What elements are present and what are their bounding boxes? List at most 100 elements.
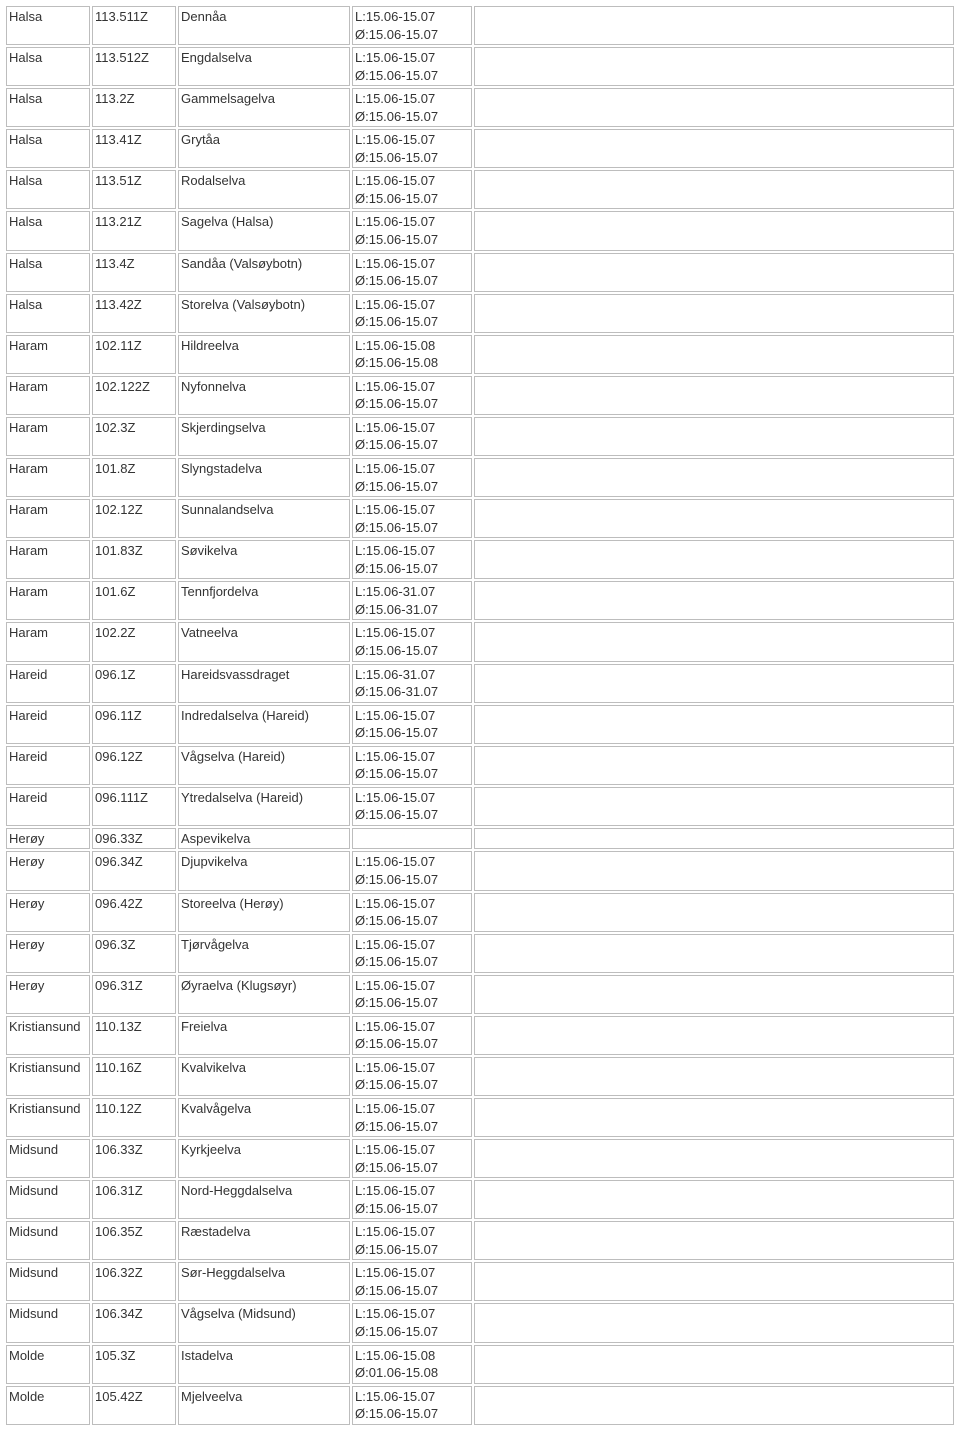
cell-kode: 113.512Z — [92, 47, 176, 86]
table-row: Molde105.3ZIstadelvaL:15.06-15.08Ø:01.06… — [6, 1345, 954, 1384]
cell-navn: Ytredalselva (Hareid) — [178, 787, 350, 826]
cell-kode: 106.32Z — [92, 1262, 176, 1301]
cell-kommune: Hareid — [6, 787, 90, 826]
cell-kode: 113.21Z — [92, 211, 176, 250]
cell-periode: L:15.06-15.07Ø:15.06-15.07 — [352, 458, 472, 497]
cell-periode: L:15.06-15.07Ø:15.06-15.07 — [352, 6, 472, 45]
table-row: Halsa113.511ZDennåaL:15.06-15.07Ø:15.06-… — [6, 6, 954, 45]
cell-periode: L:15.06-15.07Ø:15.06-15.07 — [352, 1139, 472, 1178]
periode-o: Ø:15.06-15.07 — [355, 912, 469, 930]
cell-navn: Dennåa — [178, 6, 350, 45]
cell-navn: Vågselva (Hareid) — [178, 746, 350, 785]
cell-kode: 113.4Z — [92, 253, 176, 292]
periode-o: Ø:15.06-15.07 — [355, 313, 469, 331]
table-row: Hareid096.11ZIndredalselva (Hareid)L:15.… — [6, 705, 954, 744]
cell-kommune: Kristiansund — [6, 1016, 90, 1055]
cell-kode: 105.42Z — [92, 1386, 176, 1425]
cell-periode: L:15.06-15.07Ø:15.06-15.07 — [352, 1303, 472, 1342]
periode-l: L:15.06-15.07 — [355, 1018, 469, 1036]
cell-kode: 106.35Z — [92, 1221, 176, 1260]
cell-navn: Ræstadelva — [178, 1221, 350, 1260]
table-row: Halsa113.21ZSagelva (Halsa)L:15.06-15.07… — [6, 211, 954, 250]
cell-kommune: Halsa — [6, 211, 90, 250]
periode-l: L:15.06-15.07 — [355, 1223, 469, 1241]
cell-kommune: Hareid — [6, 746, 90, 785]
cell-kode: 096.11Z — [92, 705, 176, 744]
table-row: Hareid096.1ZHareidsvassdragetL:15.06-31.… — [6, 664, 954, 703]
table-row: Kristiansund110.13ZFreielvaL:15.06-15.07… — [6, 1016, 954, 1055]
cell-kommune: Herøy — [6, 934, 90, 973]
cell-kode: 101.8Z — [92, 458, 176, 497]
cell-merknad — [474, 47, 954, 86]
periode-o: Ø:15.06-15.07 — [355, 642, 469, 660]
cell-kommune: Haram — [6, 581, 90, 620]
cell-navn: Rodalselva — [178, 170, 350, 209]
cell-navn: Nord-Heggdalselva — [178, 1180, 350, 1219]
cell-kode: 096.34Z — [92, 851, 176, 890]
cell-periode: L:15.06-15.07Ø:15.06-15.07 — [352, 975, 472, 1014]
cell-navn: Sør-Heggdalselva — [178, 1262, 350, 1301]
cell-merknad — [474, 499, 954, 538]
periode-l: L:15.06-15.07 — [355, 460, 469, 478]
cell-merknad — [474, 893, 954, 932]
periode-o: Ø:15.06-15.07 — [355, 560, 469, 578]
cell-periode: L:15.06-15.08Ø:01.06-15.08 — [352, 1345, 472, 1384]
cell-periode: L:15.06-15.07Ø:15.06-15.07 — [352, 294, 472, 333]
periode-o: Ø:15.06-15.07 — [355, 519, 469, 537]
periode-l: L:15.06-15.07 — [355, 542, 469, 560]
cell-kode: 110.13Z — [92, 1016, 176, 1055]
table-row: Midsund106.35ZRæstadelvaL:15.06-15.07Ø:1… — [6, 1221, 954, 1260]
cell-kode: 113.2Z — [92, 88, 176, 127]
cell-periode: L:15.06-15.07Ø:15.06-15.07 — [352, 129, 472, 168]
cell-navn: Storeelva (Herøy) — [178, 893, 350, 932]
cell-periode: L:15.06-15.07Ø:15.06-15.07 — [352, 787, 472, 826]
cell-kode: 096.33Z — [92, 828, 176, 850]
table-row: Herøy096.31ZØyraelva (Klugsøyr)L:15.06-1… — [6, 975, 954, 1014]
cell-kommune: Herøy — [6, 893, 90, 932]
periode-o: Ø:15.06-15.07 — [355, 1159, 469, 1177]
table-row: Halsa113.51ZRodalselvaL:15.06-15.07Ø:15.… — [6, 170, 954, 209]
table-row: Hareid096.12ZVågselva (Hareid)L:15.06-15… — [6, 746, 954, 785]
periode-l: L:15.06-15.07 — [355, 501, 469, 519]
periode-o: Ø:15.06-15.07 — [355, 26, 469, 44]
periode-l: L:15.06-15.07 — [355, 296, 469, 314]
table-row: Haram102.11ZHildreelvaL:15.06-15.08Ø:15.… — [6, 335, 954, 374]
cell-merknad — [474, 581, 954, 620]
periode-l: L:15.06-15.07 — [355, 213, 469, 231]
cell-kode: 096.42Z — [92, 893, 176, 932]
cell-navn: Søvikelva — [178, 540, 350, 579]
periode-o: Ø:15.06-15.07 — [355, 1323, 469, 1341]
periode-l: L:15.06-15.07 — [355, 895, 469, 913]
table-row: Kristiansund110.12ZKvalvågelvaL:15.06-15… — [6, 1098, 954, 1137]
cell-kommune: Halsa — [6, 88, 90, 127]
periode-o: Ø:15.06-31.07 — [355, 683, 469, 701]
periode-o: Ø:15.06-15.07 — [355, 1118, 469, 1136]
cell-kommune: Midsund — [6, 1139, 90, 1178]
cell-navn: Mjelveelva — [178, 1386, 350, 1425]
periode-l: L:15.06-15.07 — [355, 748, 469, 766]
cell-periode: L:15.06-15.07Ø:15.06-15.07 — [352, 1221, 472, 1260]
periode-l: L:15.06-31.07 — [355, 583, 469, 601]
cell-periode: L:15.06-15.07Ø:15.06-15.07 — [352, 746, 472, 785]
periode-l: L:15.06-15.07 — [355, 853, 469, 871]
cell-periode: L:15.06-31.07Ø:15.06-31.07 — [352, 664, 472, 703]
cell-merknad — [474, 294, 954, 333]
cell-periode: L:15.06-15.08Ø:15.06-15.08 — [352, 335, 472, 374]
cell-navn: Gammelsagelva — [178, 88, 350, 127]
cell-kommune: Halsa — [6, 6, 90, 45]
cell-kode: 096.1Z — [92, 664, 176, 703]
cell-kode: 096.3Z — [92, 934, 176, 973]
cell-navn: Øyraelva (Klugsøyr) — [178, 975, 350, 1014]
cell-periode: L:15.06-15.07Ø:15.06-15.07 — [352, 1262, 472, 1301]
cell-navn: Engdalselva — [178, 47, 350, 86]
table-row: Kristiansund110.16ZKvalvikelvaL:15.06-15… — [6, 1057, 954, 1096]
periode-l: L:15.06-15.07 — [355, 707, 469, 725]
periode-o: Ø:15.06-15.07 — [355, 953, 469, 971]
cell-navn: Slyngstadelva — [178, 458, 350, 497]
cell-periode: L:15.06-15.07Ø:15.06-15.07 — [352, 1057, 472, 1096]
periode-l: L:15.06-15.07 — [355, 419, 469, 437]
periode-l: L:15.06-15.07 — [355, 1059, 469, 1077]
cell-periode: L:15.06-15.07Ø:15.06-15.07 — [352, 253, 472, 292]
cell-navn: Istadelva — [178, 1345, 350, 1384]
cell-periode: L:15.06-31.07Ø:15.06-31.07 — [352, 581, 472, 620]
